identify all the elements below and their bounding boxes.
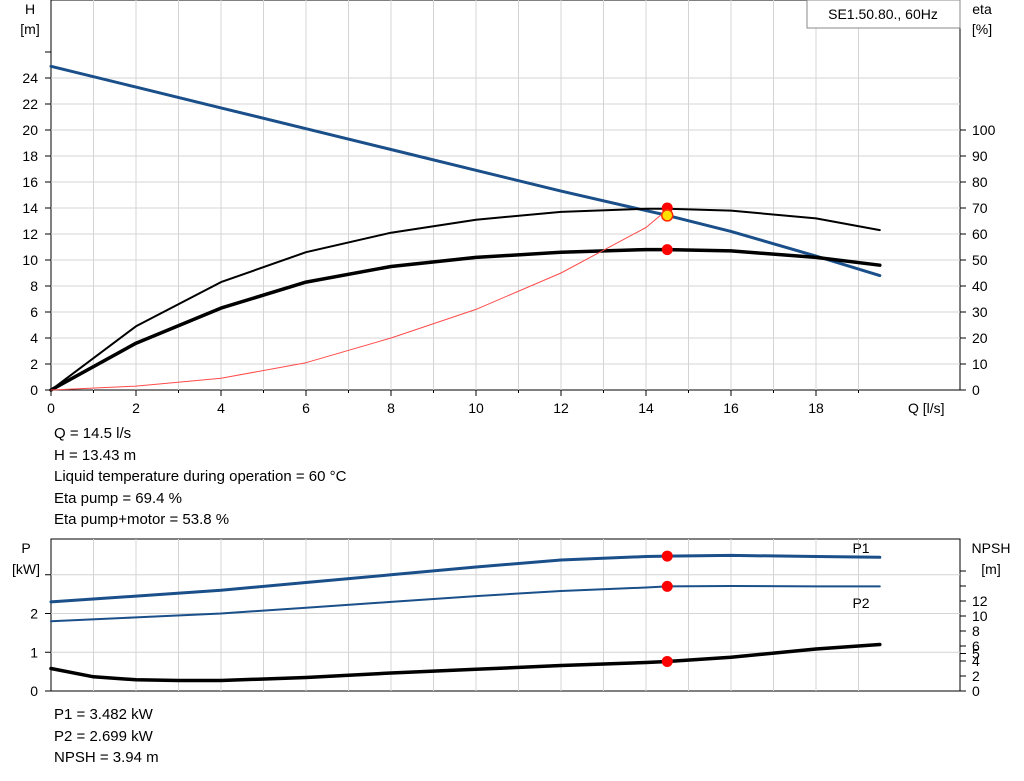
p-tick-label: 2 bbox=[30, 606, 38, 622]
bottom-plot-frame bbox=[50, 538, 961, 692]
y-left-tick-label: 4 bbox=[30, 330, 38, 346]
top-series-line bbox=[49, 247, 882, 392]
npsh-tick-label: 10 bbox=[972, 608, 988, 624]
y-right-tick-label: 80 bbox=[972, 174, 988, 190]
p2-readout: P2 = 2.699 kW bbox=[54, 727, 153, 745]
top-series-line bbox=[49, 64, 882, 278]
eta-pump-motor-readout: Eta pump+motor = 53.8 % bbox=[54, 511, 230, 528]
top-series-line bbox=[50, 207, 881, 391]
p-tick-label: 1 bbox=[30, 644, 38, 660]
y-right-tick-label: 60 bbox=[972, 226, 988, 242]
operating-point-marker bbox=[661, 244, 673, 256]
y-left-tick-label: 2 bbox=[30, 356, 38, 372]
x-tick-label: 6 bbox=[302, 400, 310, 416]
bottom-series-line bbox=[50, 585, 881, 623]
operating-point-marker bbox=[661, 209, 674, 222]
y-left-axis-unit: [m] bbox=[20, 21, 39, 37]
x-tick-label: 12 bbox=[553, 400, 569, 416]
p1-series-label: P1 bbox=[852, 540, 869, 556]
x-tick-label: 2 bbox=[132, 400, 140, 416]
y-left-tick-label: 22 bbox=[22, 96, 38, 112]
top-plot-frame bbox=[50, 0, 961, 391]
p1-readout: P1 = 3.482 kW bbox=[54, 706, 153, 723]
npsh-tick-label: 4 bbox=[972, 653, 980, 669]
flow-readout: Q = 14.5 l/s bbox=[54, 425, 132, 442]
y-left-tick-label: 10 bbox=[22, 252, 38, 268]
p-axis-name: P bbox=[21, 540, 30, 556]
y-left-tick-label: 18 bbox=[22, 148, 38, 164]
liquid-temperature-readout: Liquid temperature during operation = 60… bbox=[54, 468, 347, 485]
x-tick-label: 14 bbox=[638, 400, 654, 416]
p-tick-label: 0 bbox=[30, 683, 38, 699]
top-series-line bbox=[50, 209, 668, 391]
operating-point-marker bbox=[661, 550, 673, 562]
y-right-tick-label: 100 bbox=[972, 122, 996, 138]
npsh-tick-label: 5 bbox=[972, 646, 980, 662]
y-left-tick-label: 0 bbox=[30, 382, 38, 398]
bottom-series-line bbox=[49, 642, 882, 683]
y-left-tick-label: 14 bbox=[22, 200, 38, 216]
y-left-tick-label: 6 bbox=[30, 304, 38, 320]
y-right-tick-label: 70 bbox=[972, 200, 988, 216]
operating-point-marker bbox=[661, 580, 673, 592]
p2-series-label: P2 bbox=[852, 595, 869, 611]
x-axis-label: Q [l/s] bbox=[908, 400, 945, 416]
npsh-tick-label: 2 bbox=[972, 668, 980, 684]
y-left-tick-label: 16 bbox=[22, 174, 38, 190]
y-right-tick-label: 30 bbox=[972, 304, 988, 320]
npsh-readout: NPSH = 3.94 m bbox=[54, 749, 159, 766]
npsh-tick-label: 12 bbox=[972, 593, 988, 609]
title-box bbox=[806, 0, 961, 29]
y-left-tick-label: 8 bbox=[30, 278, 38, 294]
y-left-axis-name: H bbox=[25, 1, 35, 17]
npsh-tick-label: 6 bbox=[972, 638, 980, 654]
y-right-tick-label: 20 bbox=[972, 330, 988, 346]
npsh-tick-label: 0 bbox=[972, 683, 980, 699]
x-tick-label: 4 bbox=[217, 400, 225, 416]
chart-title: SE1.50.80., 60Hz bbox=[828, 6, 938, 22]
head-readout: H = 13.43 m bbox=[54, 446, 137, 464]
p-axis-unit: [kW] bbox=[12, 561, 40, 577]
operating-point-marker bbox=[661, 655, 673, 667]
y-right-axis-unit: [%] bbox=[972, 21, 992, 37]
x-tick-label: 18 bbox=[808, 400, 824, 416]
bottom-series-line bbox=[49, 553, 882, 604]
npsh-axis-unit: [m] bbox=[981, 561, 1000, 577]
npsh-axis-name: NPSH bbox=[972, 540, 1011, 556]
y-right-tick-label: 0 bbox=[972, 382, 980, 398]
y-left-tick-label: 24 bbox=[22, 70, 38, 86]
x-tick-label: 0 bbox=[47, 400, 55, 416]
info-top: Q = 14.5 l/s H = 13.43 m Liquid temperat… bbox=[54, 423, 346, 531]
y-left-tick-label: 12 bbox=[22, 226, 38, 242]
npsh-tick-label: 8 bbox=[972, 623, 980, 639]
y-right-tick-label: 10 bbox=[972, 356, 988, 372]
eta-pump-readout: Eta pump = 69.4 % bbox=[54, 489, 182, 507]
y-right-tick-label: 50 bbox=[972, 252, 988, 268]
info-bottom: P1 = 3.482 kW P2 = 2.699 kW NPSH = 3.94 … bbox=[54, 704, 159, 769]
x-tick-label: 10 bbox=[468, 400, 484, 416]
y-right-tick-label: 90 bbox=[972, 148, 988, 164]
x-tick-label: 16 bbox=[723, 400, 739, 416]
x-tick-label: 8 bbox=[387, 400, 395, 416]
y-right-axis-name: eta bbox=[972, 1, 992, 17]
y-right-tick-label: 40 bbox=[972, 278, 988, 294]
y-left-tick-label: 20 bbox=[22, 122, 38, 138]
